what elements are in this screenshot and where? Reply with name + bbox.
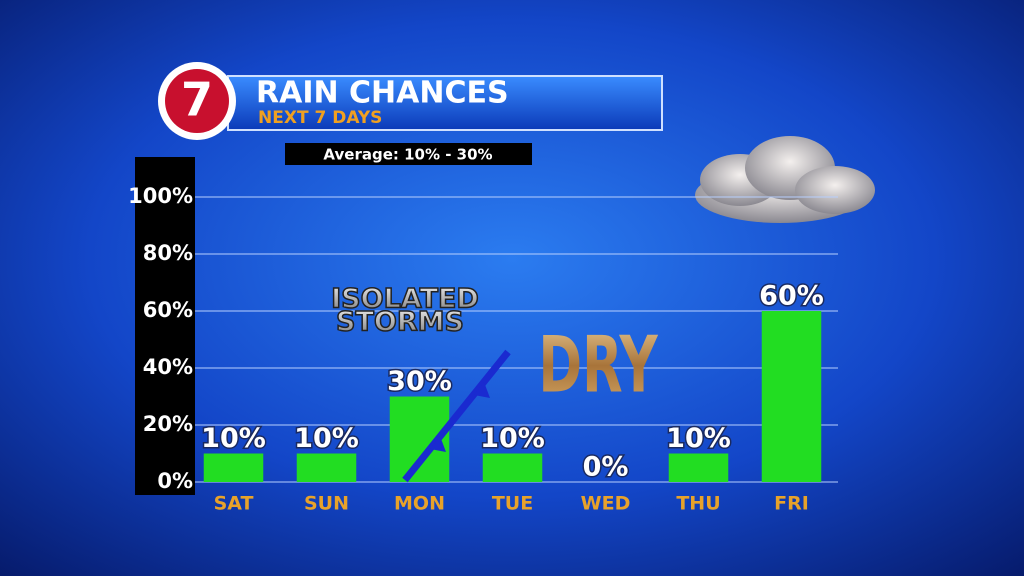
x-tick-label: THU — [676, 493, 720, 515]
y-tick-label: 60% — [143, 298, 193, 322]
y-tick-label: 80% — [143, 241, 193, 265]
average-box — [285, 143, 532, 165]
x-tick-label: TUE — [492, 493, 533, 515]
value-label: 60% — [759, 281, 824, 312]
value-label: 10% — [666, 423, 731, 454]
y-tick-label: 0% — [157, 469, 193, 493]
value-label: 10% — [201, 423, 266, 454]
chart-subtitle: NEXT 7 DAYS — [258, 108, 382, 128]
bar — [668, 453, 729, 482]
y-axis-band — [135, 157, 195, 495]
cloud-icon — [695, 136, 875, 223]
x-tick-label: SUN — [304, 493, 349, 515]
y-tick-label: 100% — [128, 184, 193, 208]
x-tick-label: FRI — [774, 493, 809, 515]
y-tick-label: 20% — [143, 412, 193, 436]
logo: 7 — [181, 73, 213, 127]
x-tick-label: SAT — [214, 493, 254, 515]
x-tick-label: WED — [581, 493, 631, 515]
weather-front — [402, 349, 511, 483]
x-tick-label: MON — [394, 493, 445, 515]
average-note: Average: 10% - 30% — [323, 146, 492, 164]
bar — [296, 453, 357, 482]
logo-disc — [165, 69, 229, 133]
y-tick-label: 40% — [143, 355, 193, 379]
chart-title: RAIN CHANCES — [256, 76, 509, 111]
bar — [203, 453, 264, 482]
annotation: ISOLATED — [331, 284, 479, 315]
value-label: 10% — [294, 423, 359, 454]
annotations: ISOLATED STORMS DRY — [330, 283, 658, 483]
bar — [761, 311, 822, 482]
annotation: STORMS — [336, 307, 464, 338]
bar — [482, 453, 543, 482]
value-label: 0% — [583, 452, 629, 483]
annotation: DRY — [538, 320, 658, 411]
header: 7 RAIN CHANCES NEXT 7 DAYS Average: 10% … — [158, 62, 663, 165]
value-label: 30% — [387, 366, 452, 397]
value-label: 10% — [480, 423, 545, 454]
